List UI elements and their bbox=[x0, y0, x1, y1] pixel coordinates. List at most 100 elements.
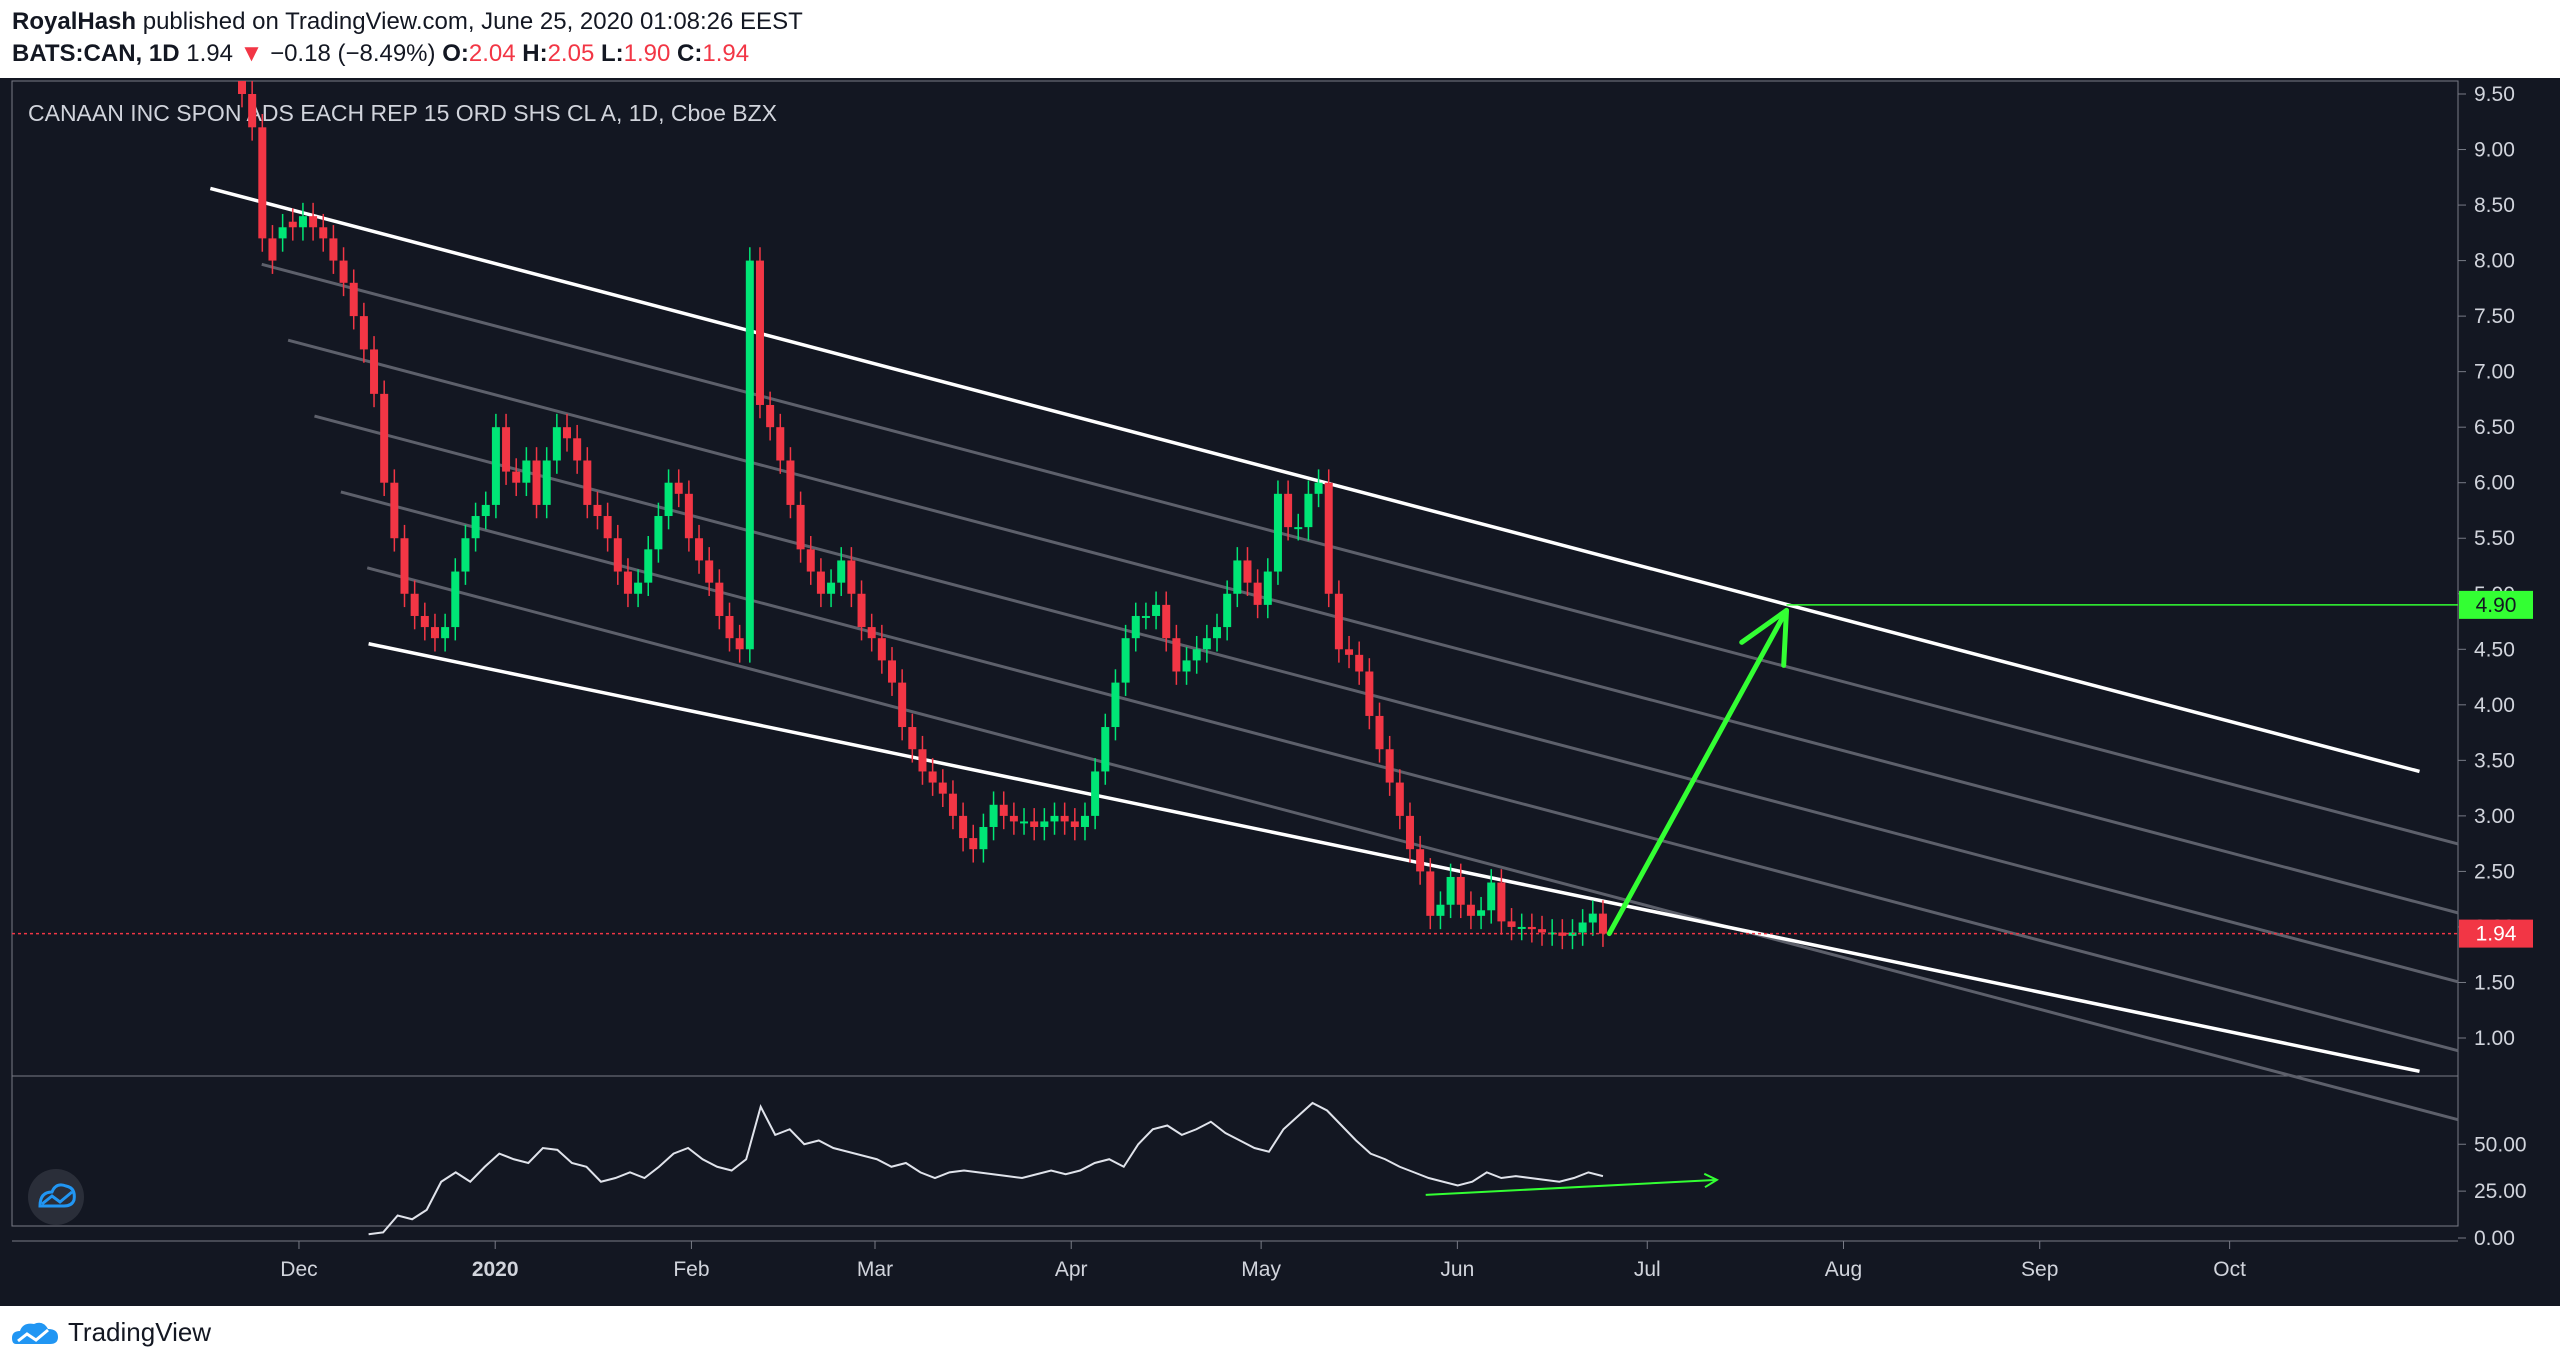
candle-body bbox=[1355, 654, 1364, 672]
candle-body bbox=[309, 216, 318, 228]
candle-body bbox=[593, 504, 602, 517]
oscillator-tick-label: 0.00 bbox=[2474, 1227, 2515, 1250]
candle-body bbox=[238, 81, 246, 94]
candle-body bbox=[979, 826, 988, 850]
price-tick-label: 1.00 bbox=[2474, 1027, 2515, 1050]
candle-body bbox=[867, 627, 876, 639]
candle-body bbox=[695, 538, 704, 561]
candle-body bbox=[1233, 560, 1242, 594]
low-label: L: bbox=[600, 40, 624, 67]
candle-body bbox=[644, 549, 653, 583]
candle-body bbox=[898, 682, 907, 728]
candle-body bbox=[1192, 649, 1201, 661]
candle-body bbox=[420, 615, 429, 628]
candle-body bbox=[380, 393, 389, 483]
current-price-tag bbox=[2459, 919, 2533, 948]
candle-body bbox=[959, 815, 968, 839]
candlestick-series bbox=[238, 81, 1607, 950]
price-tick-label: 9.50 bbox=[2474, 83, 2515, 106]
candle-body bbox=[1009, 815, 1018, 822]
candle-body bbox=[674, 482, 683, 494]
tradingview-logo[interactable]: TradingView bbox=[10, 1317, 211, 1348]
price-tick-label: 3.00 bbox=[2474, 805, 2515, 828]
candle-body bbox=[989, 804, 998, 827]
candle-body bbox=[1121, 638, 1130, 683]
candle-body bbox=[654, 516, 663, 550]
price-tick-label: 9.00 bbox=[2474, 139, 2515, 162]
candle-body bbox=[1162, 604, 1171, 639]
candle-body bbox=[715, 582, 724, 616]
candle-body bbox=[1456, 876, 1465, 905]
candle-body bbox=[948, 793, 957, 816]
oscillator-tick-label: 50.00 bbox=[2474, 1133, 2527, 1156]
tradingview-widget-button[interactable] bbox=[28, 1169, 84, 1225]
candle-body bbox=[430, 627, 439, 639]
candle-body bbox=[512, 471, 521, 483]
footer-brand: TradingView bbox=[68, 1317, 212, 1347]
current-price-tag-label: 1.94 bbox=[2476, 923, 2517, 946]
candle-body bbox=[1091, 771, 1100, 816]
oscillator-tick-label: 25.00 bbox=[2474, 1180, 2527, 1203]
candle-body bbox=[837, 560, 846, 583]
candle-body bbox=[603, 516, 612, 539]
candle-body bbox=[542, 460, 551, 505]
candle-body bbox=[1436, 904, 1445, 916]
candle-body bbox=[573, 438, 582, 461]
candle-body bbox=[1030, 821, 1039, 827]
candle-body bbox=[623, 571, 632, 594]
candle-body bbox=[1487, 882, 1496, 911]
price-axis[interactable]: 9.509.008.508.007.507.006.506.005.505.00… bbox=[2458, 83, 2515, 1050]
candle-body bbox=[1020, 821, 1029, 824]
time-tick-label: Jun bbox=[1440, 1258, 1474, 1281]
price-tick-label: 7.00 bbox=[2474, 361, 2515, 384]
oscillator-line bbox=[368, 1101, 1604, 1236]
time-axis[interactable]: Dec 2020 Feb Mar Apr May Jun Jul Aug Sep Oct bbox=[280, 1241, 2246, 1281]
candle-body bbox=[1223, 593, 1232, 628]
candle-body bbox=[755, 260, 764, 405]
candle-body bbox=[1578, 922, 1587, 933]
candle-body bbox=[1131, 615, 1140, 639]
candle-body bbox=[1111, 682, 1120, 728]
projection-arrow-head bbox=[1739, 607, 1790, 668]
candle-body bbox=[1202, 638, 1211, 650]
close-label: C: bbox=[677, 40, 703, 67]
candle-body bbox=[1345, 649, 1354, 655]
candle-body bbox=[1294, 527, 1303, 530]
inner-channel-line bbox=[287, 338, 2459, 915]
open-label: O: bbox=[442, 40, 469, 67]
candle-body bbox=[1477, 910, 1486, 916]
candle-body bbox=[461, 538, 470, 572]
chart-area[interactable]: CANAAN INC SPON ADS EACH REP 15 ORD SHS … bbox=[0, 78, 2560, 1306]
candle-body bbox=[481, 504, 490, 517]
candle-body bbox=[471, 516, 480, 539]
candle-body bbox=[1538, 929, 1547, 933]
candle-body bbox=[1050, 815, 1059, 822]
price-panel[interactable]: CANAAN INC SPON ADS EACH REP 15 ORD SHS … bbox=[11, 80, 2533, 1242]
candle-body bbox=[1284, 493, 1293, 528]
time-tick-label: Jul bbox=[1634, 1258, 1661, 1281]
author-name[interactable]: RoyalHash bbox=[12, 8, 137, 35]
candle-body bbox=[1253, 582, 1262, 605]
candle-body bbox=[1405, 815, 1414, 850]
oscillator-panel[interactable]: 50.00 25.00 0.00 bbox=[368, 1101, 2527, 1250]
oscillator-axis[interactable]: 50.00 25.00 0.00 bbox=[2458, 1133, 2527, 1250]
price-tick-label: 8.50 bbox=[2474, 194, 2515, 217]
candle-body bbox=[1416, 849, 1425, 872]
target-price-tag-label: 4.90 bbox=[2476, 594, 2517, 617]
publish-date: published on TradingView.com, June 25, 2… bbox=[142, 8, 803, 35]
high-label: H: bbox=[522, 40, 548, 67]
candle-body bbox=[847, 560, 856, 594]
candle-body bbox=[928, 771, 937, 783]
candle-body bbox=[1598, 913, 1607, 934]
time-tick-label: 2020 bbox=[472, 1258, 519, 1281]
candle-body bbox=[806, 549, 815, 572]
candle-body bbox=[1314, 482, 1323, 494]
open-value: 2.04 bbox=[468, 40, 516, 67]
last-price: 1.94 bbox=[186, 40, 233, 67]
candle-body bbox=[705, 560, 714, 583]
candle-body bbox=[1324, 482, 1333, 594]
candle-body bbox=[918, 749, 927, 772]
candle-body bbox=[786, 460, 795, 505]
candle-body bbox=[1446, 876, 1455, 905]
candle-body bbox=[1243, 560, 1252, 583]
